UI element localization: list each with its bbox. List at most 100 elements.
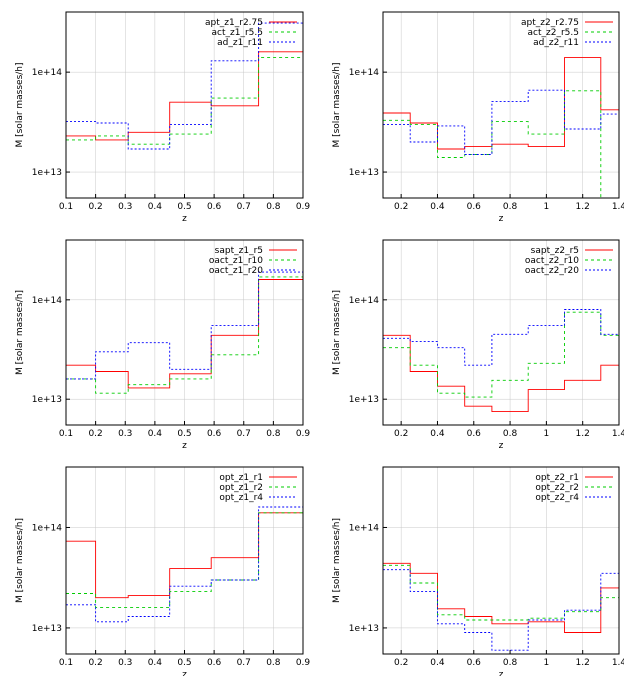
- series-line-1: [383, 334, 619, 413]
- x-tick-label: 0.6: [467, 658, 482, 668]
- legend-label-2: act_z2_r5.5: [528, 28, 579, 38]
- x-tick-label: 0.5: [177, 658, 191, 668]
- x-tick-label: 0.5: [177, 429, 191, 439]
- x-tick-label: 1: [544, 429, 550, 439]
- x-tick-label: 0.6: [207, 658, 222, 668]
- x-tick-label: 0.2: [394, 658, 408, 668]
- panel-2: 0.2 0.4 0.6 0.8 1 1.2 1.4 1e+13 1e+14 z M [solar m…: [332, 11, 624, 224]
- legend-label-1: apt_z2_r2.75: [521, 18, 579, 28]
- x-tick-label: 1.4: [612, 429, 624, 439]
- x-tick-label: 1.4: [612, 658, 624, 668]
- series-line-2: [383, 90, 619, 199]
- y-axis-label: M [solar masses/h]: [332, 62, 342, 147]
- y-tick-label: 1e+13: [32, 168, 62, 178]
- panel-1: 0.1 0.2 0.3 0.4 0.5 0.6 0.7 0.8 0.9 1e+13 1e+14 z M …: [15, 11, 311, 224]
- legend-label-2: oact_z1_r10: [209, 256, 263, 266]
- y-tick-label: 1e+14: [349, 68, 380, 78]
- x-tick-label: 0.1: [59, 429, 73, 439]
- x-tick-label: 0.2: [88, 658, 102, 668]
- x-axis-label: z: [182, 214, 187, 224]
- x-axis-label: z: [182, 670, 187, 676]
- x-tick-label: 0.1: [59, 658, 73, 668]
- x-tick-label: 0.8: [266, 202, 281, 212]
- x-axis-label: z: [499, 670, 504, 676]
- legend-label-3: opt_z1_r4: [219, 493, 263, 503]
- x-tick-label: 0.4: [148, 202, 163, 212]
- x-tick-label: 1.2: [576, 429, 590, 439]
- legend-label-1: opt_z2_r1: [535, 473, 579, 483]
- x-axis-label: z: [499, 214, 504, 224]
- y-axis-label: M [solar masses/h]: [15, 518, 25, 603]
- legend-label-3: oact_z1_r20: [209, 266, 263, 276]
- y-axis-label: M [solar masses/h]: [15, 290, 25, 375]
- legend-label-1: opt_z1_r1: [219, 473, 263, 483]
- x-tick-label: 0.4: [148, 658, 163, 668]
- series-line-3: [383, 549, 620, 651]
- legend-label-3: ad_z2_r11: [533, 38, 579, 48]
- legend-label-2: oact_z2_r10: [525, 256, 579, 266]
- y-tick-label: 1e+13: [32, 395, 62, 405]
- x-tick-label: 0.4: [148, 429, 163, 439]
- series-line-2: [66, 512, 303, 608]
- series-line-2: [383, 311, 619, 398]
- plot-frame: [382, 11, 620, 199]
- x-tick-label: 0.6: [467, 202, 482, 212]
- y-axis-label: M [solar masses/h]: [332, 518, 342, 603]
- x-tick-label: 0.3: [118, 202, 132, 212]
- x-tick-label: 0.7: [237, 429, 251, 439]
- series-line-3: [66, 271, 303, 380]
- series-line-1: [383, 57, 619, 150]
- panel-4: 0.2 0.4 0.6 0.8 1 1.2 1.4 1e+13 1e+14 z M [solar m…: [332, 239, 624, 451]
- x-tick-label: 0.9: [296, 429, 311, 439]
- y-tick-label: 1e+13: [32, 624, 62, 634]
- x-tick-label: 0.8: [266, 658, 281, 668]
- legend-label-3: opt_z2_r4: [535, 493, 579, 503]
- legend-label-2: act_z1_r5.5: [212, 28, 263, 38]
- x-tick-label: 0.7: [237, 202, 251, 212]
- y-tick-label: 1e+13: [349, 168, 379, 178]
- x-tick-label: 0.6: [207, 429, 222, 439]
- y-tick-label: 1e+14: [32, 296, 63, 306]
- x-tick-label: 1: [544, 658, 550, 668]
- x-tick-label: 0.4: [430, 202, 445, 212]
- legend-label-1: sapt_z1_r5: [215, 246, 263, 256]
- x-tick-label: 1.2: [576, 658, 590, 668]
- x-tick-label: 1.2: [576, 202, 590, 212]
- plot-frame: [382, 239, 620, 426]
- x-tick-label: 0.9: [296, 658, 311, 668]
- x-axis-label: z: [499, 441, 504, 451]
- x-tick-label: 0.2: [88, 202, 102, 212]
- plot-frame: [382, 466, 620, 655]
- y-tick-label: 1e+13: [349, 624, 379, 634]
- x-tick-label: 0.3: [118, 429, 132, 439]
- legend-label-2: opt_z2_r2: [535, 483, 579, 493]
- series-line-3: [66, 506, 303, 623]
- x-tick-label: 0.6: [467, 429, 482, 439]
- panel-6: 0.2 0.4 0.6 0.8 1 1.2 1.4 1e+13 1e+14 z M [solar m…: [332, 466, 624, 676]
- x-tick-label: 0.4: [430, 658, 445, 668]
- y-axis-label: M [solar masses/h]: [15, 62, 25, 147]
- series-line-3: [383, 309, 619, 366]
- x-tick-label: 0.8: [503, 658, 518, 668]
- legend-label-1: sapt_z2_r5: [531, 246, 579, 256]
- y-tick-label: 1e+14: [32, 68, 63, 78]
- x-tick-label: 0.2: [88, 429, 102, 439]
- x-tick-label: 0.9: [296, 202, 311, 212]
- x-tick-label: 0.8: [503, 429, 518, 439]
- legend-label-1: apt_z1_r2.75: [205, 18, 263, 28]
- series-line-2: [66, 276, 303, 394]
- x-tick-label: 0.7: [237, 658, 251, 668]
- x-tick-label: 0.8: [266, 429, 281, 439]
- series-line-1: [66, 279, 303, 389]
- x-tick-label: 0.8: [503, 202, 518, 212]
- series-line-2: [383, 553, 620, 621]
- x-tick-label: 0.2: [394, 202, 408, 212]
- x-tick-label: 0.2: [394, 429, 408, 439]
- y-tick-label: 1e+14: [349, 523, 380, 533]
- y-tick-label: 1e+13: [349, 395, 379, 405]
- series-line-3: [383, 89, 619, 155]
- x-tick-label: 0.6: [207, 202, 222, 212]
- panel-5: 0.1 0.2 0.3 0.4 0.5 0.6 0.7 0.8 0.9 1e+13 1e+14 z M …: [15, 466, 311, 676]
- x-tick-label: 0.4: [430, 429, 445, 439]
